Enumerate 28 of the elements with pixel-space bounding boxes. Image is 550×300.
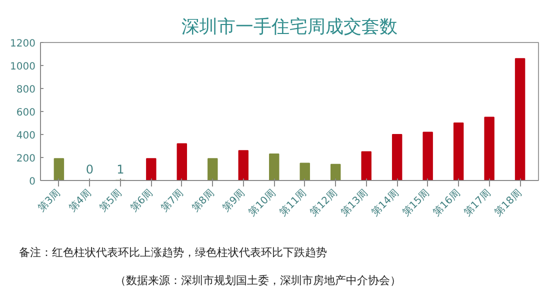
x-tick-label: 第13周	[338, 186, 370, 219]
x-tick-label: 第5周	[97, 186, 124, 214]
data-label: 1	[116, 162, 124, 176]
x-tick-label: 第16周	[430, 186, 462, 219]
x-tick-label: 第17周	[462, 186, 494, 219]
y-tick-label: 400	[16, 130, 36, 142]
x-tick-label: 第7周	[158, 186, 186, 214]
data-label: 0	[86, 162, 94, 177]
text: （数据来源：深圳市规划国土委，深圳市房地产中介协会）	[115, 273, 401, 289]
y-tick-label: 0	[29, 176, 36, 188]
x-tick-label: 第3周	[36, 186, 63, 214]
text: 备注：红色柱状代表环比上涨趋势，绿色柱状代表环比下跌趋势	[19, 245, 327, 261]
x-tick-label: 第14周	[369, 186, 401, 219]
x-tick-label: 第10周	[246, 186, 278, 219]
x-tick-label: 第4周	[66, 186, 94, 214]
x-tick-label: 第18周	[492, 186, 524, 219]
y-tick-label: 200	[16, 154, 36, 164]
y-tick-label: 600	[16, 108, 36, 118]
chart-title: 深圳市一手住宅周成交套数	[182, 16, 398, 38]
y-tick-label: 1000	[10, 62, 36, 72]
y-tick-label: 1200	[10, 38, 36, 50]
x-tick-label: 第11周	[277, 186, 309, 219]
x-tick-label: 第9周	[220, 186, 248, 214]
x-tick-label: 第8周	[189, 186, 217, 214]
x-tick-label: 第15周	[400, 186, 432, 219]
y-tick-label: 800	[16, 84, 36, 96]
x-tick-label: 第12周	[308, 186, 340, 219]
x-tick-label: 第6周	[128, 186, 156, 214]
